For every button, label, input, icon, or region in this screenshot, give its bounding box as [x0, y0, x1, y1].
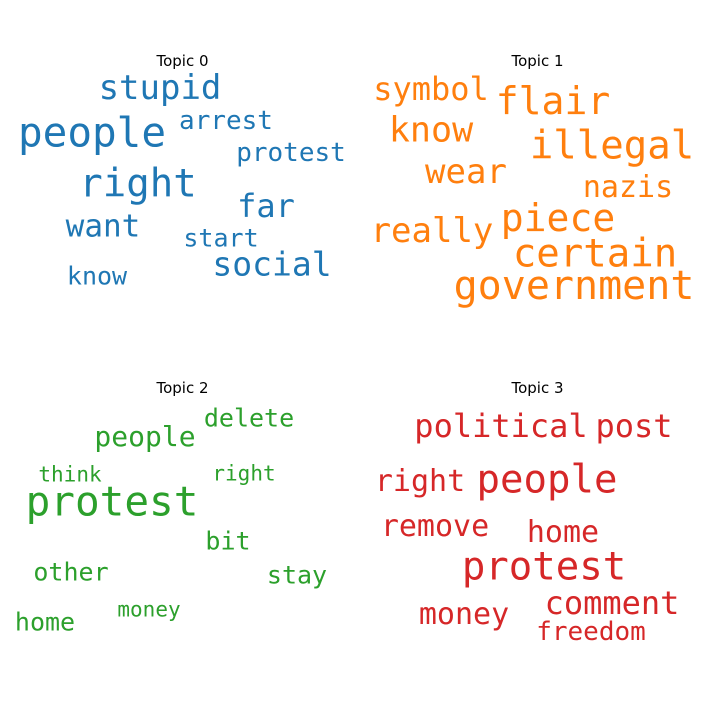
word-money: money — [117, 597, 181, 622]
word-other: other — [33, 557, 109, 587]
word-want: want — [65, 208, 141, 245]
topic-panel: Topic 1 — [355, 45, 720, 345]
word-wear: wear — [425, 152, 507, 192]
word-freedom: freedom — [536, 617, 646, 647]
panel-title: Topic 1 — [511, 52, 564, 70]
word-social: social — [212, 244, 332, 284]
word-know: know — [66, 261, 128, 291]
word-right: right — [374, 464, 466, 499]
word-protest: protest — [236, 138, 346, 168]
word-arrest: arrest — [179, 106, 273, 136]
word-people: people — [17, 108, 167, 157]
word-protest: protest — [25, 477, 199, 526]
word-political: political — [414, 407, 588, 445]
word-money: money — [418, 597, 510, 632]
topic-panel: Topic 3 — [355, 372, 720, 672]
word-delete: delete — [203, 403, 295, 433]
word-post: post — [595, 407, 673, 445]
word-nazis: nazis — [582, 170, 674, 205]
panel-title: Topic 2 — [156, 379, 209, 397]
word-certain: certain — [512, 231, 678, 277]
word-stupid: stupid — [98, 68, 222, 108]
word-far: far — [237, 187, 295, 225]
panel-title: Topic 0 — [156, 52, 209, 70]
word-comment: comment — [544, 584, 680, 622]
word-really: really — [370, 211, 494, 251]
word-people: people — [476, 457, 618, 503]
word-stay: stay — [266, 560, 328, 590]
word-protest: protest — [461, 544, 627, 590]
word-government: government — [453, 263, 695, 309]
topic-panel: Topic 2 — [0, 372, 365, 672]
word-flair: flair — [495, 79, 611, 123]
word-symbol: symbol — [373, 70, 489, 108]
word-illegal: illegal — [529, 123, 695, 169]
word-right: right — [212, 461, 276, 486]
word-home: home — [14, 607, 76, 637]
word-think: think — [38, 462, 102, 487]
word-home: home — [526, 515, 600, 550]
word-people: people — [94, 420, 196, 453]
word-remove: remove — [380, 509, 490, 544]
word-piece: piece — [500, 196, 616, 240]
word-right: right — [79, 161, 197, 207]
panel-title: Topic 3 — [511, 379, 564, 397]
word-start: start — [183, 223, 259, 253]
word-know: know — [388, 110, 474, 151]
word-bit: bit — [205, 526, 251, 556]
topic-panel: Topic 0 — [0, 45, 365, 345]
